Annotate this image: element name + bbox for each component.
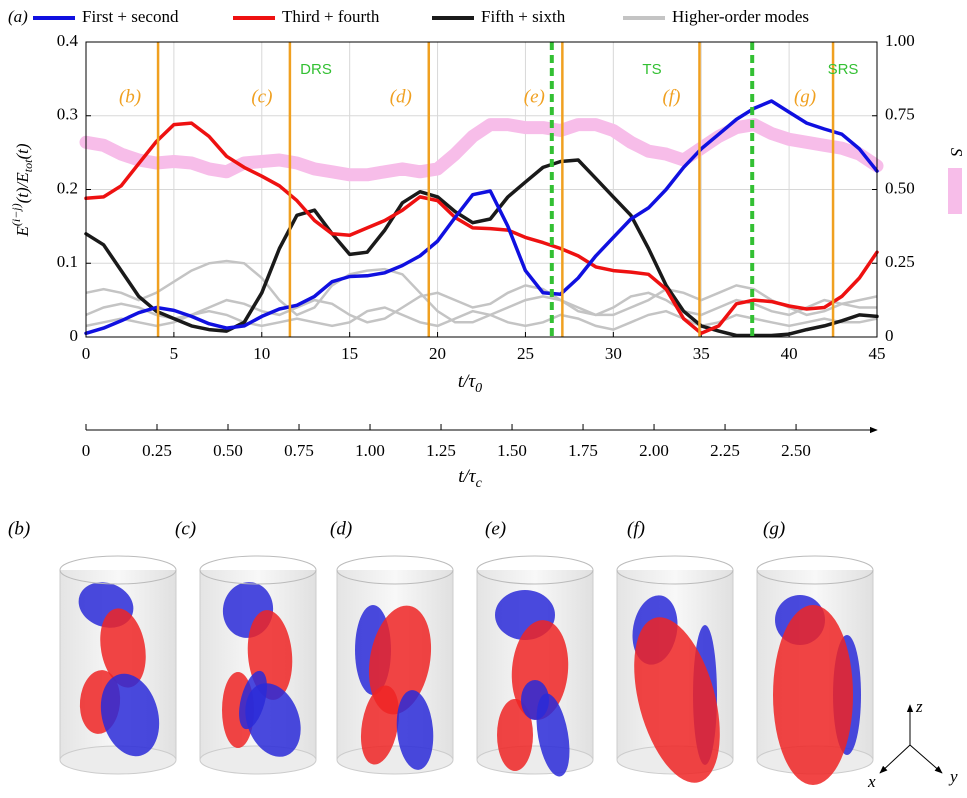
regime-label: DRS <box>300 61 332 78</box>
vortex-blue <box>100 673 160 757</box>
cylinder-cap <box>336 555 454 585</box>
triad-label: y <box>948 767 958 786</box>
y-tick-label: 0.4 <box>57 31 79 50</box>
vortex-red <box>634 617 720 783</box>
x-axis-title: t/τ0 <box>458 371 482 396</box>
snapshot-label: (d) <box>390 86 412 107</box>
legend-label: Higher-order modes <box>672 7 809 26</box>
x2-tick-label: 1.75 <box>568 441 598 460</box>
vortex-red <box>497 699 533 771</box>
panel-label: (e) <box>485 518 506 539</box>
panel-label: (d) <box>330 518 352 539</box>
x2-tick-label: 0.75 <box>284 441 314 460</box>
y2-tick-label: 0.25 <box>885 252 915 271</box>
panel-label: (c) <box>175 518 196 539</box>
x2-tick-label: 0 <box>82 441 91 460</box>
x-tick-label: 10 <box>253 344 270 363</box>
regime-label: TS <box>642 61 661 78</box>
cylinder-cap <box>476 555 594 585</box>
x2-axis-title: t/τc <box>458 466 482 491</box>
panel-label: (f) <box>627 518 645 539</box>
x-axis-title-part: t/τ <box>458 371 477 392</box>
triad-label: z <box>915 697 923 716</box>
symmetry-band <box>79 118 884 182</box>
cylinder-cap <box>59 745 177 775</box>
cylinder-cap <box>199 555 317 585</box>
series-line <box>84 121 879 336</box>
y2-tick-label: 0.50 <box>885 178 915 197</box>
y-axis-title-part: E <box>13 226 32 238</box>
legend-label: Third + fourth <box>282 7 380 26</box>
snapshot-label: (b) <box>119 86 141 107</box>
y-tick-label: 0 <box>70 326 79 345</box>
x-tick-label: 35 <box>693 344 710 363</box>
y2-tick-label: 0 <box>885 326 894 345</box>
x2-tick-label: 1.50 <box>497 441 527 460</box>
cylinder-cap <box>336 745 454 775</box>
cylinder-cap <box>756 555 874 585</box>
x2-axis-title-part: c <box>476 476 483 491</box>
vortex-red <box>100 608 146 688</box>
y2-tick-label: 1.00 <box>885 31 915 50</box>
vortex-blue <box>396 690 434 770</box>
y-axis-title-part: (t)/E <box>13 172 32 204</box>
x-tick-label: 40 <box>781 344 798 363</box>
x-tick-label: 45 <box>869 344 886 363</box>
legend-label: Fifth + sixth <box>481 7 566 26</box>
cylinder-cap <box>616 555 734 585</box>
series-line <box>84 158 879 338</box>
x-axis-title-part: 0 <box>475 381 482 396</box>
vortex-blue <box>239 670 267 730</box>
vortex-blue <box>521 680 549 720</box>
cylinder-cap <box>199 745 317 775</box>
legend-label: First + second <box>82 7 179 26</box>
y-tick-label: 0.2 <box>57 178 78 197</box>
triad-axis <box>909 744 943 774</box>
x-tick-label: 30 <box>605 344 622 363</box>
higher-mode-line <box>85 306 878 331</box>
snapshot-label: (f) <box>662 86 680 107</box>
vortex-red <box>360 685 400 765</box>
x2-tick-label: 2.50 <box>781 441 811 460</box>
panel-label: (g) <box>763 518 785 539</box>
cylinder-cap <box>59 555 177 585</box>
higher-mode-line <box>85 259 878 324</box>
series-line <box>84 99 879 336</box>
y2-tick-label: 0.75 <box>885 105 915 124</box>
y-tick-label: 0.3 <box>57 105 78 124</box>
x2-tick-label: 2.25 <box>710 441 740 460</box>
x-tick-label: 15 <box>341 344 358 363</box>
triad-axis <box>879 744 911 774</box>
y-tick-label: 0.1 <box>57 252 78 271</box>
vortex-red <box>773 605 853 785</box>
x2-tick-label: 0.25 <box>142 441 172 460</box>
cylinder-cap <box>476 745 594 775</box>
panel-label: (a) <box>8 7 28 26</box>
snapshot-label: (g) <box>794 86 816 107</box>
snapshot-label: (e) <box>524 86 545 107</box>
panel-label: (b) <box>8 518 30 539</box>
regime-label: SRS <box>828 61 859 78</box>
x2-tick-label: 1.25 <box>426 441 456 460</box>
y-axis-title: E(i−j)(t)/Etot(t) <box>9 143 35 237</box>
plot-frame <box>85 41 878 338</box>
x2-axis-title-part: t/τ <box>458 466 477 487</box>
x2-tick-label: 0.50 <box>213 441 243 460</box>
x2-tick-label: 1.00 <box>355 441 385 460</box>
x-tick-label: 25 <box>517 344 534 363</box>
triad-label: x <box>867 772 876 791</box>
y-axis-title-part: (t) <box>13 143 32 159</box>
x-tick-label: 20 <box>429 344 446 363</box>
x-tick-label: 5 <box>170 344 179 363</box>
x2-tick-label: 2.00 <box>639 441 669 460</box>
x-tick-label: 0 <box>82 344 91 363</box>
snapshot-label: (c) <box>251 86 272 107</box>
y-axis-title-part: (i−j) <box>9 203 23 226</box>
legend-label: S <box>947 148 966 157</box>
y-axis-title-part: tot <box>21 159 35 172</box>
